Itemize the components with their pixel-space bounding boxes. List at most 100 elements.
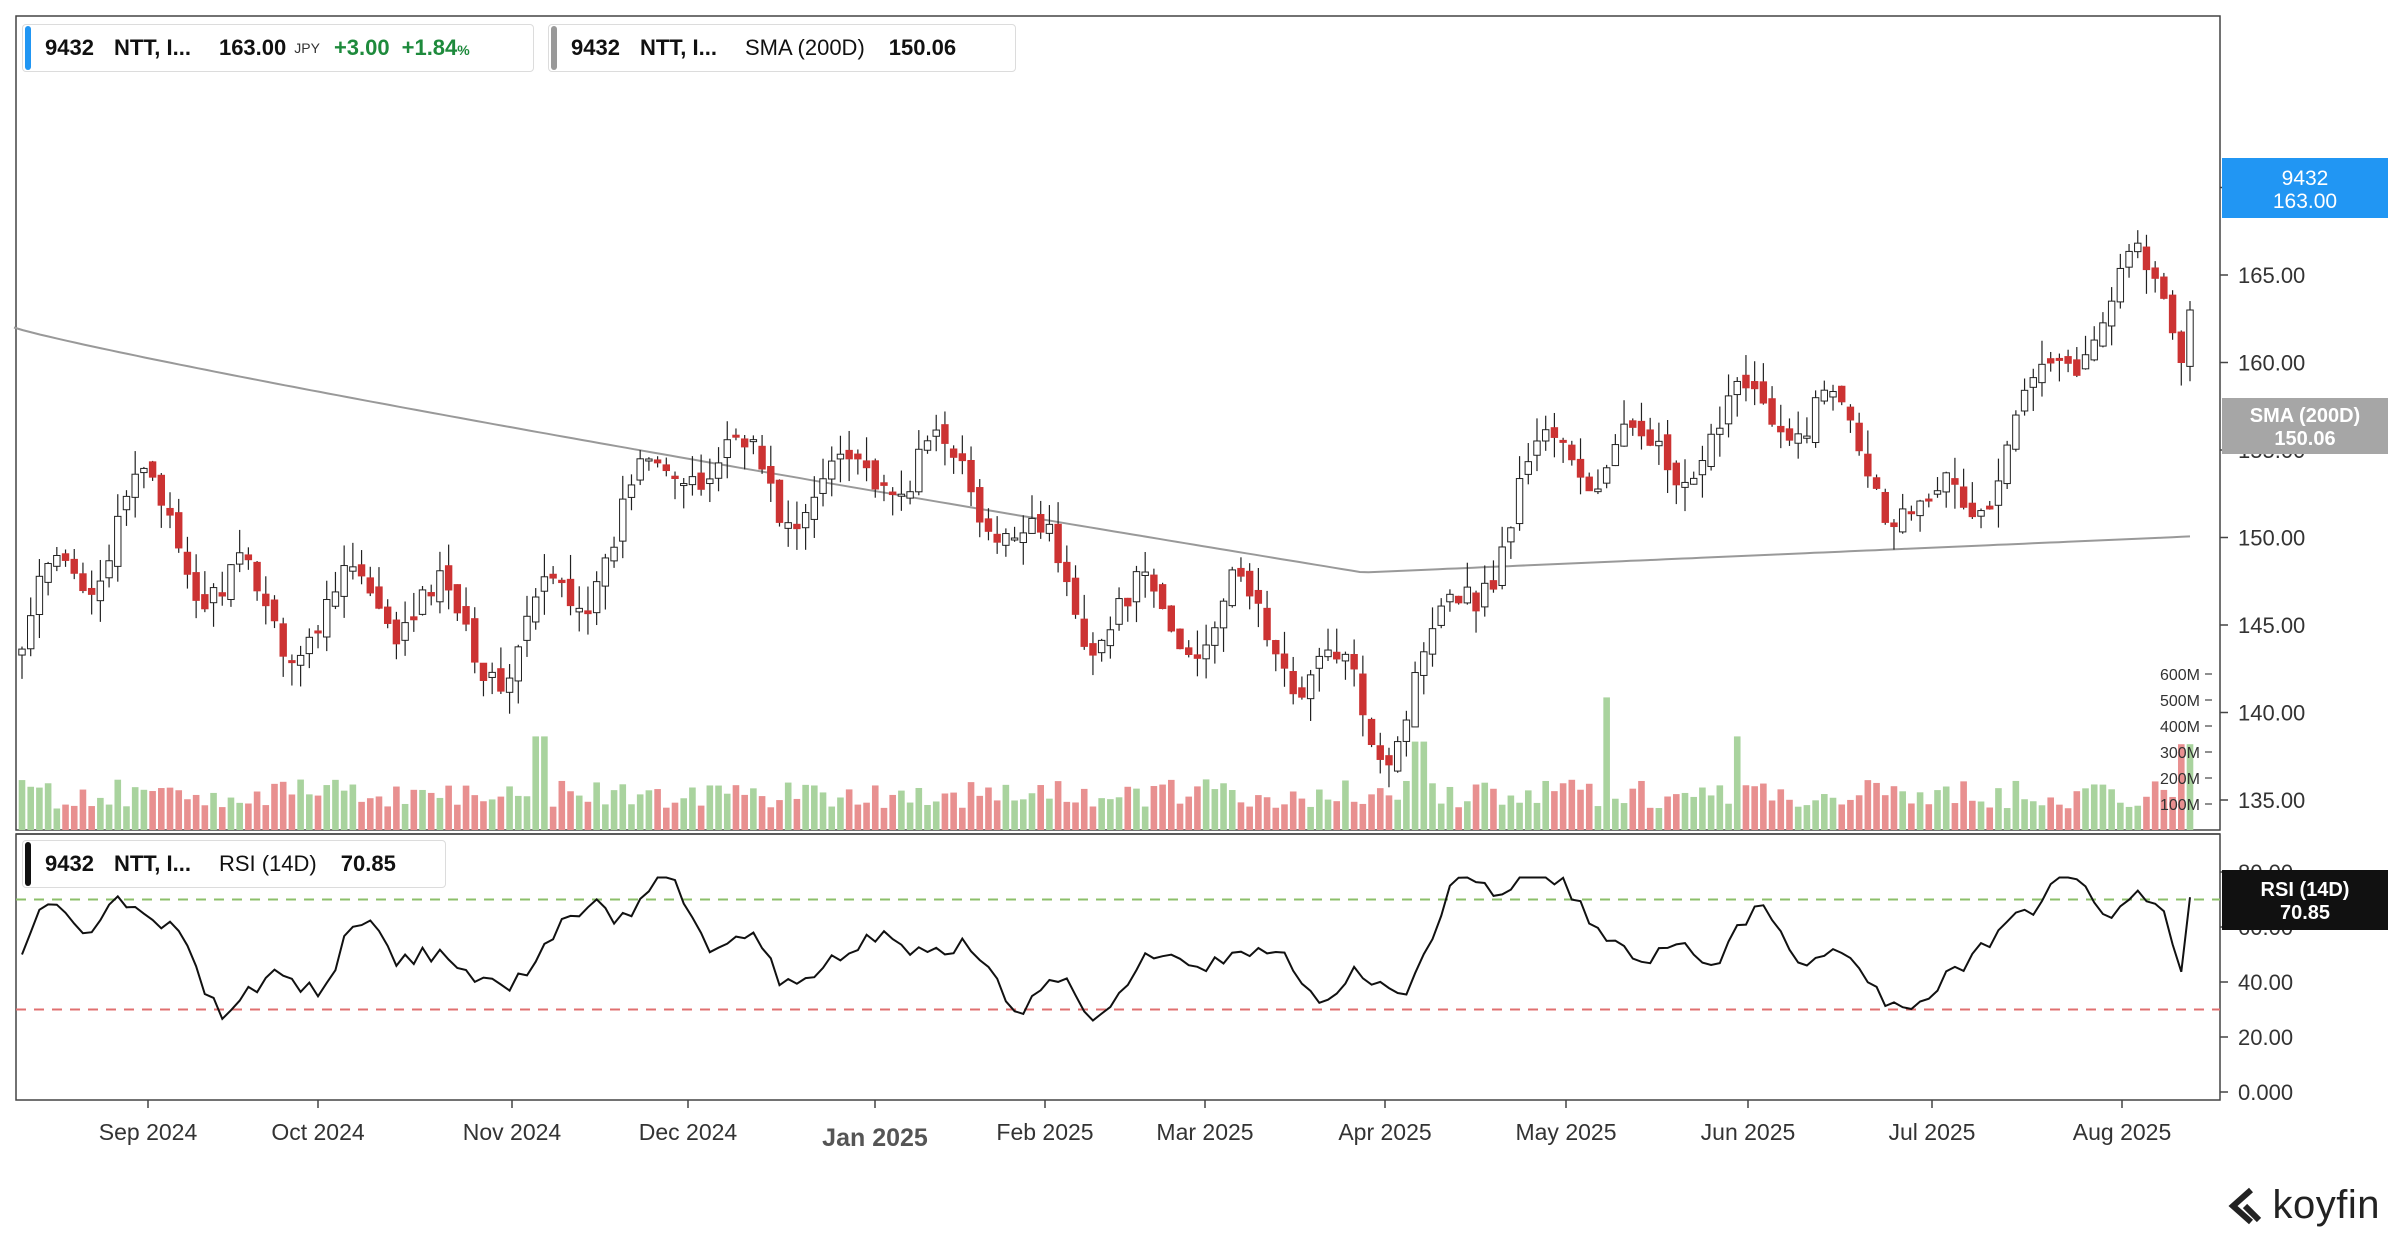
sma-legend-value: 150.06	[888, 35, 957, 60]
price-legend-currency: JPY	[294, 40, 320, 56]
volume-bar	[1838, 804, 1846, 830]
volume-bar	[53, 808, 61, 830]
volume-bar	[1655, 808, 1663, 830]
volume-bar	[558, 780, 566, 830]
candle	[44, 563, 52, 583]
volume-bar	[924, 804, 931, 830]
volume-bar	[1646, 807, 1654, 830]
candle	[1576, 458, 1585, 478]
volume-bar	[245, 803, 252, 830]
candle	[1385, 755, 1393, 766]
rsi-legend[interactable]: 9432 NTT, I... RSI (14D) 70.85	[22, 840, 446, 888]
volume-bar	[2038, 805, 2046, 830]
sma-legend[interactable]: 9432 NTT, I... SMA (200D) 150.06	[548, 24, 1016, 72]
sma-tag: SMA (200D) 150.06	[2222, 398, 2388, 454]
candle	[383, 606, 392, 624]
koyfin-logo[interactable]: koyfin	[2225, 1183, 2381, 1228]
volume-bar	[715, 785, 722, 830]
sma-tag-label: SMA (200D)	[2250, 405, 2360, 427]
volume-bar	[1098, 798, 1105, 830]
volume-bar	[279, 781, 287, 830]
volume-bar	[1255, 795, 1262, 830]
candle	[1393, 741, 1402, 772]
volume-bar	[941, 793, 949, 830]
candle	[1759, 381, 1768, 404]
candle	[1698, 460, 1707, 476]
volume-bar	[1185, 796, 1193, 830]
candle	[192, 572, 200, 601]
candle	[1298, 687, 1306, 698]
volume-bar	[1037, 785, 1044, 830]
candle	[1611, 444, 1620, 467]
volume-bar	[1246, 806, 1253, 830]
volume-bar	[488, 799, 496, 830]
candle	[1855, 422, 1863, 452]
candle	[967, 459, 975, 493]
rsi-legend-value: 70.85	[340, 851, 396, 876]
time-tick-label: Oct 2024	[271, 1119, 365, 1145]
candle	[1550, 427, 1559, 438]
price-tick-label: 165.00	[2238, 263, 2305, 288]
candle	[897, 493, 906, 497]
candle	[1141, 571, 1149, 577]
volume-bar	[184, 799, 191, 830]
candle	[2107, 300, 2116, 327]
volume-bar	[532, 736, 540, 830]
candle	[819, 478, 827, 494]
price-legend[interactable]: 9432 NTT, I... 163.00 JPY +3.00 +1.84%	[22, 24, 534, 72]
candle	[784, 522, 792, 529]
volume-bar	[1411, 741, 1419, 830]
candle	[288, 660, 296, 664]
candle	[401, 622, 409, 641]
candle	[1211, 627, 1219, 646]
volume-bar	[898, 790, 905, 830]
volume-tick-label: 500M	[2160, 693, 2200, 710]
sma-line	[13, 326, 2191, 574]
volume-bar	[1150, 786, 1158, 830]
volume-bar	[1751, 786, 1758, 830]
candle	[923, 440, 932, 451]
candle	[1420, 651, 1428, 676]
candle	[1942, 472, 1950, 493]
candle	[314, 630, 322, 634]
volume-bar	[1672, 794, 1680, 830]
candle	[2029, 377, 2037, 388]
candle	[1254, 589, 1263, 604]
volume-bar	[1690, 796, 1698, 830]
candle	[1602, 467, 1611, 484]
volume-bar	[1524, 790, 1532, 830]
volume-bar	[1046, 798, 1053, 830]
volume-bar	[593, 782, 600, 830]
time-tick-label: Mar 2025	[1156, 1119, 1253, 1145]
candle	[2020, 389, 2029, 412]
price-tag-value: 163.00	[2273, 190, 2337, 213]
candle	[793, 523, 801, 530]
volume-bar	[1516, 802, 1523, 830]
candle	[2186, 309, 2194, 367]
rsi-legend-name: NTT, I...	[113, 851, 191, 876]
volume-bar	[541, 736, 548, 830]
volume-bar	[1821, 794, 1828, 830]
volume-tick-label: 400M	[2160, 719, 2200, 736]
rsi-tag-label: RSI (14D)	[2261, 879, 2350, 901]
volume-bar	[1028, 793, 1036, 830]
volume-bar	[88, 806, 95, 830]
candle	[1454, 595, 1463, 604]
candle	[1115, 598, 1123, 625]
candle	[18, 648, 26, 656]
candle	[1594, 488, 1602, 493]
volume-bar	[297, 779, 304, 830]
volume-bar	[436, 797, 444, 830]
volume-bar	[2117, 802, 2124, 830]
candle	[183, 551, 192, 575]
candle	[1977, 510, 1985, 517]
volume-bar	[2108, 789, 2115, 830]
volume-bar	[1507, 795, 1515, 830]
rsi-tick-label: 40.00	[2238, 970, 2293, 995]
volume-bar	[1072, 802, 1079, 830]
volume-bar	[2073, 791, 2081, 830]
volume-bar	[1211, 789, 1219, 830]
volume-bar	[1228, 790, 1236, 830]
candle	[244, 554, 253, 561]
candle	[1463, 586, 1472, 604]
